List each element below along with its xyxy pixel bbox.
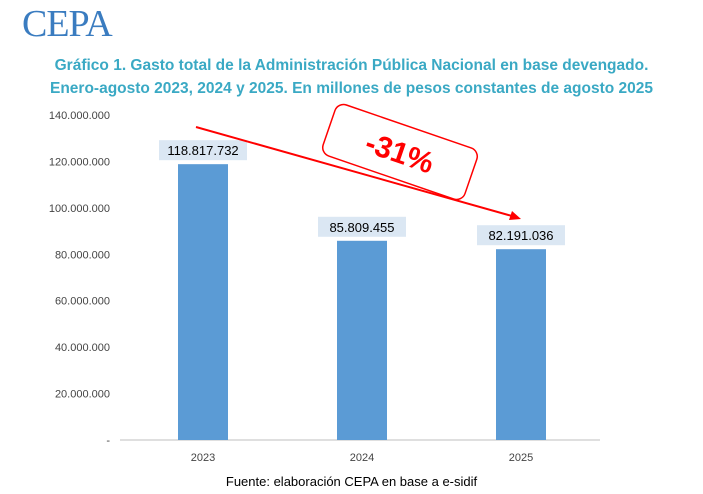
change-annotation: -31% bbox=[321, 103, 479, 201]
data-label-bg bbox=[159, 140, 247, 161]
data-label: 118.817.732 bbox=[167, 143, 238, 158]
data-label: 82.191.036 bbox=[488, 228, 553, 243]
y-tick-label: 40.000.000 bbox=[55, 342, 110, 354]
y-tick-label: 20.000.000 bbox=[55, 389, 110, 401]
bar-2024 bbox=[337, 240, 387, 440]
data-label: 85.809.455 bbox=[329, 220, 394, 235]
y-tick-label: 80.000.000 bbox=[55, 249, 110, 261]
x-tick-label: 2023 bbox=[191, 452, 215, 464]
y-tick-label: 100.000.000 bbox=[49, 203, 110, 215]
y-tick-label: 140.000.000 bbox=[49, 110, 110, 122]
y-tick-label: - bbox=[106, 435, 110, 447]
trend-arrow-line bbox=[195, 126, 513, 217]
cepa-logo: CEPA bbox=[22, 3, 113, 45]
data-label-bg bbox=[318, 216, 406, 237]
data-label-bg bbox=[477, 225, 565, 246]
x-tick-label: 2024 bbox=[350, 452, 374, 464]
y-tick-label: 120.000.000 bbox=[49, 156, 110, 168]
bar-2023 bbox=[178, 164, 228, 440]
trend-arrow-head bbox=[509, 211, 521, 220]
chart-subtitle: Enero-agosto 2023, 2024 y 2025. En millo… bbox=[49, 80, 654, 97]
annotation-box bbox=[321, 103, 479, 201]
y-tick-label: 60.000.000 bbox=[55, 296, 110, 308]
x-tick-label: 2025 bbox=[509, 452, 533, 464]
source-note: Fuente: elaboración CEPA en base a e-sid… bbox=[225, 474, 478, 489]
bar-2025 bbox=[496, 249, 546, 440]
chart-title: Gráfico 1. Gasto total de la Administrac… bbox=[54, 57, 649, 74]
